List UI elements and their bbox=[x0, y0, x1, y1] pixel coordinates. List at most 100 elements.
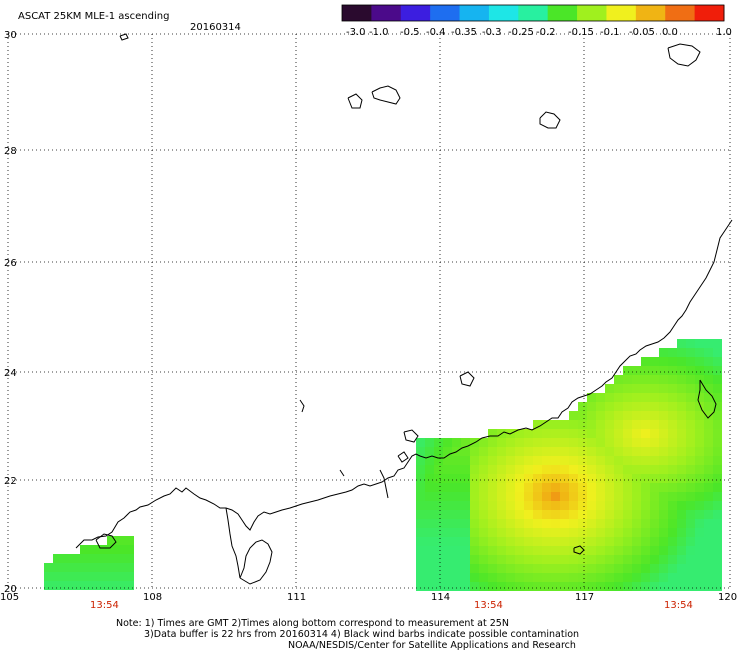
colorbar-label: -0.05 bbox=[629, 27, 655, 38]
swath-cell bbox=[116, 581, 125, 590]
swath-cell bbox=[623, 474, 632, 483]
swath-cell bbox=[569, 537, 578, 546]
swath-cell bbox=[506, 528, 515, 537]
swath-cell bbox=[632, 555, 641, 564]
swath-cell bbox=[461, 582, 470, 591]
swath-cell bbox=[80, 581, 89, 590]
swath-cell bbox=[713, 420, 722, 429]
swath-cell bbox=[461, 465, 470, 474]
swath-cell bbox=[704, 348, 713, 357]
swath-cell bbox=[587, 402, 596, 411]
swath-cell bbox=[668, 465, 677, 474]
colorbar-segment bbox=[371, 5, 402, 21]
swath-cell bbox=[533, 519, 542, 528]
swath-cell bbox=[587, 411, 596, 420]
swath-cell bbox=[524, 474, 533, 483]
colorbar-label: -1.0 bbox=[369, 27, 389, 38]
swath-cell bbox=[641, 420, 650, 429]
swath-cell bbox=[677, 357, 686, 366]
swath-cell bbox=[569, 438, 578, 447]
swath-cell bbox=[506, 519, 515, 528]
swath-cell bbox=[632, 564, 641, 573]
swath-cell bbox=[578, 420, 587, 429]
swath-cell bbox=[623, 447, 632, 456]
swath-cell bbox=[443, 456, 452, 465]
swath-cell bbox=[695, 501, 704, 510]
swath-cell bbox=[542, 447, 551, 456]
swath-cell bbox=[560, 564, 569, 573]
swath-cell bbox=[704, 555, 713, 564]
swath-cell bbox=[452, 501, 461, 510]
swath-cell bbox=[470, 582, 479, 591]
swath-cell bbox=[44, 572, 53, 581]
swath-cell bbox=[623, 555, 632, 564]
swath-cell bbox=[542, 510, 551, 519]
swath-cell bbox=[686, 501, 695, 510]
swath-cell bbox=[641, 429, 650, 438]
swath-cell bbox=[632, 492, 641, 501]
swath-cell bbox=[551, 564, 560, 573]
swath-cell bbox=[596, 582, 605, 591]
swath-cell bbox=[704, 447, 713, 456]
swath-cell bbox=[650, 483, 659, 492]
swath-cell bbox=[614, 465, 623, 474]
swath-cell bbox=[695, 411, 704, 420]
swath-cell bbox=[650, 420, 659, 429]
swath-cell bbox=[677, 411, 686, 420]
swath-cell bbox=[677, 582, 686, 591]
swath-cell bbox=[560, 555, 569, 564]
swath-cell bbox=[497, 474, 506, 483]
coastline bbox=[75, 33, 733, 585]
swath-cell bbox=[125, 563, 134, 572]
swath-cell bbox=[524, 564, 533, 573]
swath-cell bbox=[416, 474, 425, 483]
swath-cell bbox=[116, 554, 125, 563]
swath-cell bbox=[542, 483, 551, 492]
swath-cell bbox=[704, 528, 713, 537]
swath-cell bbox=[686, 546, 695, 555]
swath-cell bbox=[515, 456, 524, 465]
swath-cell bbox=[89, 545, 98, 554]
swath-cell bbox=[89, 581, 98, 590]
swath-cell bbox=[551, 456, 560, 465]
swath-cell bbox=[497, 438, 506, 447]
swath-cell bbox=[461, 492, 470, 501]
swath-cell bbox=[713, 357, 722, 366]
swath-cell bbox=[587, 429, 596, 438]
swath-cell bbox=[569, 555, 578, 564]
swath-cell bbox=[596, 474, 605, 483]
swath-cell bbox=[623, 573, 632, 582]
colorbar-segment bbox=[518, 5, 549, 21]
swath-cell bbox=[569, 510, 578, 519]
swath-cell bbox=[650, 375, 659, 384]
swath-cell bbox=[125, 572, 134, 581]
swath-cell bbox=[524, 483, 533, 492]
swath-cell bbox=[605, 555, 614, 564]
swath-cell bbox=[425, 573, 434, 582]
swath-cell bbox=[677, 474, 686, 483]
swath-cell bbox=[641, 447, 650, 456]
swath-cell bbox=[533, 573, 542, 582]
swath-cell bbox=[107, 581, 116, 590]
swath-cell bbox=[488, 528, 497, 537]
swath-cell bbox=[425, 510, 434, 519]
colorbar-labels: -3.0 -1.0 -0.5 -0.4 -0.35 -0.3 -0.25 -0.2 -0.15-… bbox=[346, 27, 732, 38]
swath-cell bbox=[479, 555, 488, 564]
swath-cell bbox=[470, 528, 479, 537]
swath-cell bbox=[542, 492, 551, 501]
swath-cell bbox=[416, 528, 425, 537]
swath-cell bbox=[560, 519, 569, 528]
swath-cell bbox=[587, 510, 596, 519]
swath-cell bbox=[650, 402, 659, 411]
swath-cell bbox=[488, 429, 497, 438]
swath-cell bbox=[596, 510, 605, 519]
swath-cell bbox=[650, 492, 659, 501]
swath-cell bbox=[605, 393, 614, 402]
swath-cell bbox=[461, 519, 470, 528]
swath-cell bbox=[587, 519, 596, 528]
swath-cell bbox=[542, 573, 551, 582]
note-line-1: Note: 1) Times are GMT 2)Times along bot… bbox=[116, 618, 509, 629]
swath-cell bbox=[551, 438, 560, 447]
swath-cell bbox=[632, 375, 641, 384]
swath-cell bbox=[704, 420, 713, 429]
